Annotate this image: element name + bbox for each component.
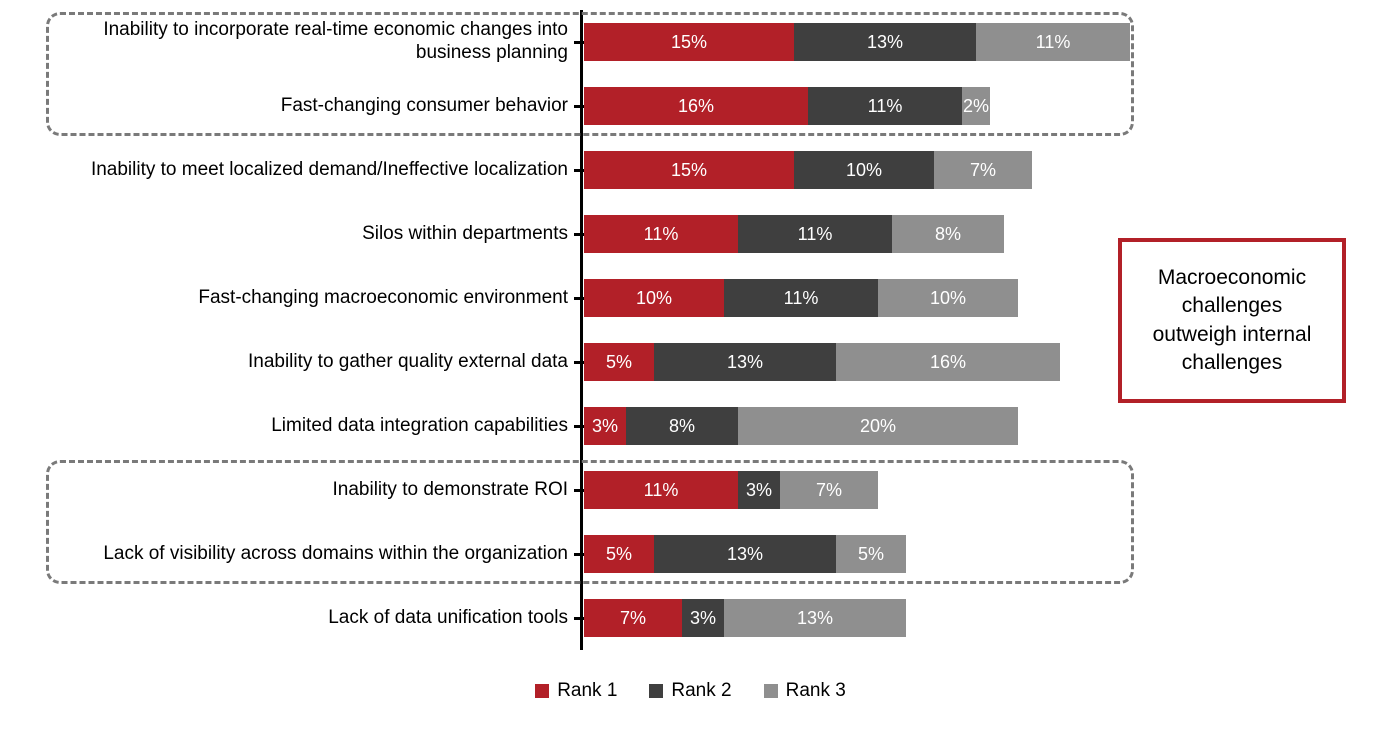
bar-segment-rank1: 11% — [584, 471, 738, 509]
legend-swatch — [764, 684, 778, 698]
chart-row: Fast-changing consumer behavior 16% 11% 2% — [40, 74, 1340, 138]
bar-value-label: 7% — [970, 160, 996, 181]
row-label: Fast-changing consumer behavior — [40, 95, 580, 118]
callout-text: Macroeconomic challenges outweigh intern… — [1153, 266, 1312, 374]
bar-value-label: 10% — [930, 288, 966, 309]
bar-segment-rank1: 10% — [584, 279, 724, 317]
bar-value-label: 15% — [671, 160, 707, 181]
bar-value-label: 11% — [1036, 32, 1071, 53]
row-label: Inability to meet localized demand/Ineff… — [40, 159, 580, 182]
bar-value-label: 11% — [784, 288, 819, 309]
stacked-bar: 11% 11% 8% — [584, 215, 1144, 253]
stacked-bar: 3% 8% 20% — [584, 407, 1144, 445]
legend-swatch — [649, 684, 663, 698]
legend: Rank 1 Rank 2 Rank 3 — [0, 680, 1381, 702]
legend-item: Rank 1 — [535, 680, 617, 702]
row-label: Lack of data unification tools — [40, 607, 580, 630]
row-label: Lack of visibility across domains within… — [40, 543, 580, 566]
bar-segment-rank1: 3% — [584, 407, 626, 445]
bar-segment-rank2: 13% — [654, 535, 836, 573]
bar-segment-rank3: 2% — [962, 87, 990, 125]
legend-label: Rank 3 — [786, 680, 846, 702]
chart-row: Lack of visibility across domains within… — [40, 522, 1340, 586]
stacked-bar: 7% 3% 13% — [584, 599, 1144, 637]
legend-label: Rank 1 — [557, 680, 617, 702]
stacked-bar: 15% 13% 11% — [584, 23, 1144, 61]
bar-segment-rank2: 3% — [738, 471, 780, 509]
bar-segment-rank1: 16% — [584, 87, 808, 125]
stacked-bar: 16% 11% 2% — [584, 87, 1144, 125]
bar-segment-rank2: 10% — [794, 151, 934, 189]
stacked-bar: 10% 11% 10% — [584, 279, 1144, 317]
bar-value-label: 16% — [930, 352, 966, 373]
bar-value-label: 8% — [935, 224, 961, 245]
row-label: Fast-changing macroeconomic environment — [40, 287, 580, 310]
stacked-bar: 5% 13% 5% — [584, 535, 1144, 573]
bar-segment-rank3: 7% — [934, 151, 1032, 189]
bar-value-label: 2% — [963, 96, 989, 117]
bar-segment-rank1: 7% — [584, 599, 682, 637]
bar-value-label: 11% — [644, 224, 679, 245]
bar-value-label: 5% — [606, 544, 632, 565]
bar-segment-rank2: 11% — [808, 87, 962, 125]
legend-item: Rank 3 — [764, 680, 846, 702]
row-label: Limited data integration capabilities — [40, 415, 580, 438]
bar-value-label: 20% — [860, 416, 896, 437]
row-label: Inability to demonstrate ROI — [40, 479, 580, 502]
callout-box: Macroeconomic challenges outweigh intern… — [1118, 238, 1346, 403]
row-label: Inability to incorporate real-time econo… — [40, 19, 580, 65]
bar-segment-rank2: 13% — [794, 23, 976, 61]
chart-row: Inability to demonstrate ROI 11% 3% 7% — [40, 458, 1340, 522]
bar-segment-rank3: 5% — [836, 535, 906, 573]
bar-segment-rank3: 7% — [780, 471, 878, 509]
bar-value-label: 11% — [798, 224, 833, 245]
bar-segment-rank3: 8% — [892, 215, 1004, 253]
bar-value-label: 13% — [727, 544, 763, 565]
bar-value-label: 15% — [671, 32, 707, 53]
chart-row: Inability to incorporate real-time econo… — [40, 10, 1340, 74]
bar-segment-rank1: 11% — [584, 215, 738, 253]
bar-segment-rank2: 3% — [682, 599, 724, 637]
stacked-bar: 5% 13% 16% — [584, 343, 1144, 381]
bar-segment-rank2: 11% — [738, 215, 892, 253]
chart-row: Inability to meet localized demand/Ineff… — [40, 138, 1340, 202]
bar-value-label: 8% — [669, 416, 695, 437]
bar-value-label: 16% — [678, 96, 714, 117]
bar-value-label: 7% — [816, 480, 842, 501]
bar-segment-rank3: 20% — [738, 407, 1018, 445]
bar-value-label: 3% — [690, 608, 716, 629]
bar-value-label: 7% — [620, 608, 646, 629]
bar-segment-rank2: 11% — [724, 279, 878, 317]
bar-value-label: 3% — [592, 416, 618, 437]
bar-value-label: 13% — [727, 352, 763, 373]
bar-segment-rank3: 11% — [976, 23, 1130, 61]
legend-label: Rank 2 — [671, 680, 731, 702]
bar-value-label: 11% — [644, 480, 679, 501]
bar-value-label: 5% — [858, 544, 884, 565]
bar-value-label: 10% — [846, 160, 882, 181]
bar-value-label: 5% — [606, 352, 632, 373]
row-label: Inability to gather quality external dat… — [40, 351, 580, 374]
row-label: Silos within departments — [40, 223, 580, 246]
bar-value-label: 13% — [797, 608, 833, 629]
legend-swatch — [535, 684, 549, 698]
bar-segment-rank2: 8% — [626, 407, 738, 445]
bar-segment-rank3: 13% — [724, 599, 906, 637]
bar-value-label: 3% — [746, 480, 772, 501]
bar-segment-rank1: 5% — [584, 535, 654, 573]
stacked-bar: 15% 10% 7% — [584, 151, 1144, 189]
legend-item: Rank 2 — [649, 680, 731, 702]
bar-value-label: 13% — [867, 32, 903, 53]
chart-row: Lack of data unification tools 7% 3% 13% — [40, 586, 1340, 650]
stacked-bar: 11% 3% 7% — [584, 471, 1144, 509]
bar-segment-rank3: 10% — [878, 279, 1018, 317]
bar-segment-rank1: 15% — [584, 151, 794, 189]
bar-value-label: 11% — [868, 96, 903, 117]
chart-row: Limited data integration capabilities 3% 8… — [40, 394, 1340, 458]
bar-segment-rank1: 5% — [584, 343, 654, 381]
bar-segment-rank3: 16% — [836, 343, 1060, 381]
bar-value-label: 10% — [636, 288, 672, 309]
bar-segment-rank1: 15% — [584, 23, 794, 61]
bar-segment-rank2: 13% — [654, 343, 836, 381]
